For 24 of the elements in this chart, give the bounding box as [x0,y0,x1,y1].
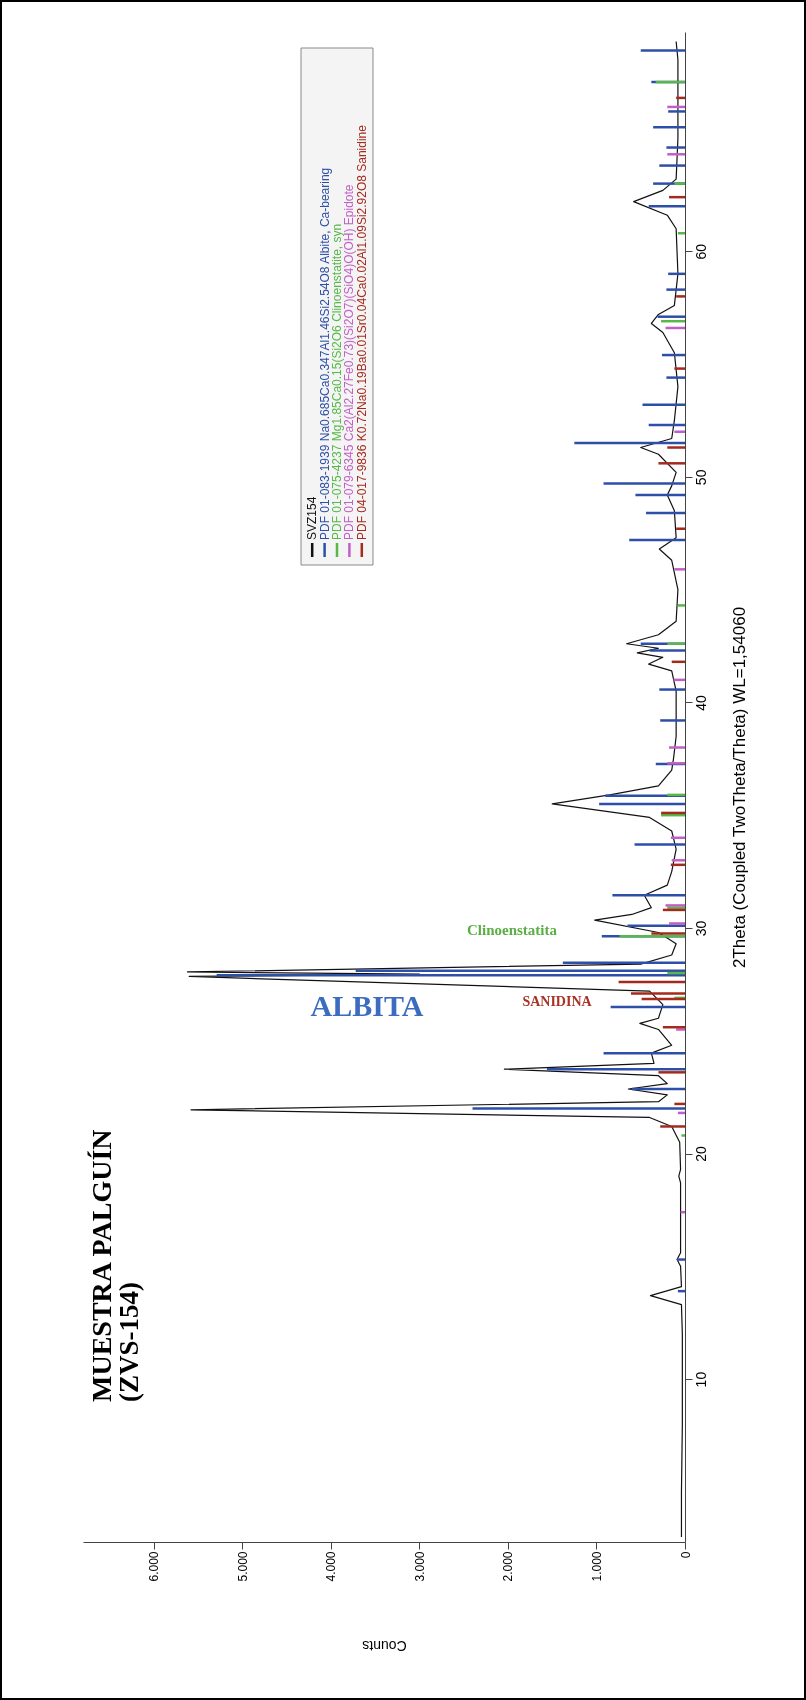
x-tick-label: 4.000 [324,1551,339,1582]
x-tick-label: 2.000 [501,1551,516,1582]
text: (ZVS-154) [114,1282,144,1402]
text: PDF 01-079-6345 Ca2(Al2.27Fe0.73)(Si2O7)(SiO4)O(OH) Epidote [342,184,357,540]
annotation: ALBITA [310,989,424,1022]
y-tick-label: 10 [692,1371,709,1388]
x-tick-label: 6.000 [147,1551,162,1582]
y-tick-label: 50 [692,469,709,486]
x-tick-label: 5.000 [235,1551,250,1582]
x-tick-label: 0 [678,1551,693,1559]
y-tick-label: 40 [692,694,709,711]
annotation: Clinoenstatita [467,922,558,938]
annotation: SANIDINA [522,994,593,1009]
y-axis-title: 2Theta (Coupled TwoTheta/Theta) WL=1,54060 [729,606,749,969]
text: PDF 01-083-1939 Na0.685Ca0.347Al1.46Si2.54O8 Albite, Ca-bearing [317,167,332,540]
x-tick-label: 3.000 [412,1551,427,1582]
y-tick-label: 60 [692,243,709,260]
text: MUESTRA PALGUÍN [86,1129,117,1402]
text: SVZ154 [305,496,320,540]
x-tick-label: 1.000 [589,1551,604,1582]
y-tick-label: 30 [692,920,709,937]
y-tick-label: 20 [692,1146,709,1162]
x-axis-title: Counts [362,1637,407,1654]
text: PDF 01-075-4237 Mg1.85Ca0.15(Si2O6 Clinoenstatite, syn [330,223,344,540]
